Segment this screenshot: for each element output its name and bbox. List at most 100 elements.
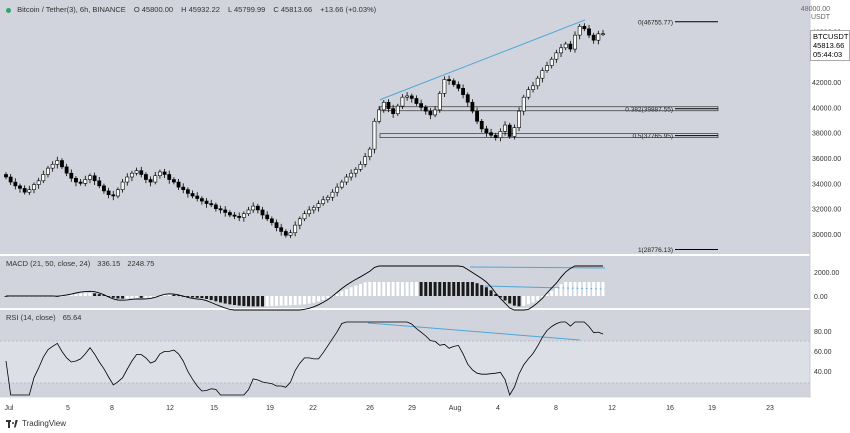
macd-line	[6, 265, 603, 311]
macd-histogram-bar	[475, 283, 479, 296]
macd-histogram-bar	[550, 290, 554, 296]
candles	[4, 23, 605, 239]
candle-body	[46, 167, 50, 175]
macd-histogram-bar	[256, 296, 260, 307]
candle-body	[456, 84, 461, 89]
candle-body	[517, 110, 521, 128]
fibonacci-retracement[interactable]: 0(46755.77) 0.382(39887.55) 0.5(37765.95) 1…	[379, 19, 719, 254]
macd-histogram-bar	[480, 285, 484, 296]
candle-body	[577, 25, 582, 36]
candle-body	[321, 199, 326, 204]
current-price: 45813.66	[813, 41, 845, 50]
candle-body	[148, 179, 153, 183]
rsi-band	[0, 341, 810, 383]
candle-body	[88, 175, 92, 180]
price-tick-label: 38000.00	[812, 131, 841, 138]
candle-body	[349, 172, 354, 178]
macd-histogram-bar	[214, 296, 218, 302]
macd-histogram-bar	[461, 282, 465, 296]
candle-body	[419, 103, 424, 108]
candle-body	[288, 232, 293, 236]
candle-body	[367, 148, 372, 158]
rsi-header[interactable]: RSI (14, close) 65.64	[6, 313, 86, 322]
price-tick-label: 30000.00	[812, 232, 841, 239]
macd-histogram-bar	[522, 296, 526, 306]
candle-body	[503, 124, 507, 132]
macd-header[interactable]: MACD (21, 50, close, 24) 336.15 2248.75	[6, 259, 159, 268]
macd-histogram-bar	[596, 282, 600, 296]
macd-histogram-bar	[135, 296, 139, 298]
macd-histogram-bar	[205, 296, 209, 299]
macd-histogram-bar	[298, 296, 302, 305]
candle-body	[50, 164, 55, 169]
candle-body	[102, 185, 106, 192]
candle-body	[423, 107, 428, 112]
current-price-tag: BTCUSDT 45813.66 05:44:03	[810, 30, 850, 61]
candle-body	[120, 181, 125, 190]
macd-histogram-bar	[349, 287, 353, 296]
candle-body	[130, 172, 134, 178]
macd-tick-label: 2000.00	[814, 270, 839, 277]
candle-body	[568, 43, 573, 50]
candle-body	[18, 185, 22, 189]
macd-histogram-bar	[503, 296, 507, 301]
candle-body	[27, 189, 32, 193]
macd-histogram-bar	[60, 295, 64, 297]
macd-histogram-bar	[498, 296, 502, 298]
candle-body	[13, 181, 18, 187]
candle-body	[489, 132, 493, 136]
candle-body	[4, 174, 8, 178]
tradingview-logo[interactable]: TradingView	[6, 419, 66, 428]
candle-body	[167, 174, 172, 180]
candle-body	[279, 227, 284, 232]
candle-body	[83, 179, 88, 184]
macd-name: MACD (21, 50, close, 24)	[6, 259, 91, 268]
symbol-title[interactable]: Bitcoin / Tether(3), 6h, BINANCE	[17, 5, 126, 14]
candle-body	[535, 77, 540, 87]
ohlc-high: H 45932.22	[181, 5, 220, 14]
macd-histogram-bar	[414, 282, 418, 296]
macd-histogram-bar	[391, 282, 395, 296]
candle-body	[125, 176, 130, 183]
time-axis[interactable]: Jul 5 8 12 15 19 22 26 29 Aug 4 8 12 16 19 23	[5, 405, 774, 412]
candle-body	[428, 110, 433, 116]
candle-body	[209, 203, 214, 206]
candle-body	[260, 209, 265, 216]
macd-histogram-bar	[303, 296, 306, 305]
support-zone	[379, 133, 719, 138]
candle-body	[339, 181, 344, 188]
macd-histogram-bar	[582, 282, 586, 296]
macd-histogram-bar	[97, 294, 101, 296]
macd-histogram-bar	[163, 294, 167, 296]
candle-body	[573, 34, 577, 50]
candle-body	[596, 33, 601, 41]
support-zone	[379, 106, 719, 112]
macd-histogram-bar	[368, 282, 372, 296]
candle-body	[223, 209, 228, 213]
candle-body	[554, 52, 559, 60]
candle-body	[162, 171, 167, 175]
macd-histogram-bar	[125, 296, 129, 299]
candle-body	[330, 191, 335, 198]
candle-body	[181, 186, 186, 190]
candle-body	[563, 43, 568, 49]
macd-histogram-bar	[83, 293, 87, 296]
candle-body	[111, 194, 116, 197]
candle-body	[601, 33, 605, 35]
candle-body	[540, 70, 545, 79]
candle-body	[176, 181, 181, 188]
candle-body	[493, 134, 498, 139]
macd-histogram-bar	[536, 296, 540, 301]
fib-level-label: 0(46755.77)	[638, 19, 673, 26]
macd-histogram-bar	[233, 296, 237, 306]
candle-body	[8, 176, 13, 183]
time-tick-label: 12	[166, 405, 174, 412]
macd-histogram-bar	[484, 287, 488, 296]
macd-histogram-bar	[139, 296, 143, 298]
macd-divergence-line	[469, 266, 606, 269]
price-axis[interactable]	[810, 0, 850, 433]
macd-histogram-bar	[177, 295, 181, 297]
macd-histogram-bar	[279, 296, 283, 306]
macd-histogram-bar	[228, 296, 232, 305]
